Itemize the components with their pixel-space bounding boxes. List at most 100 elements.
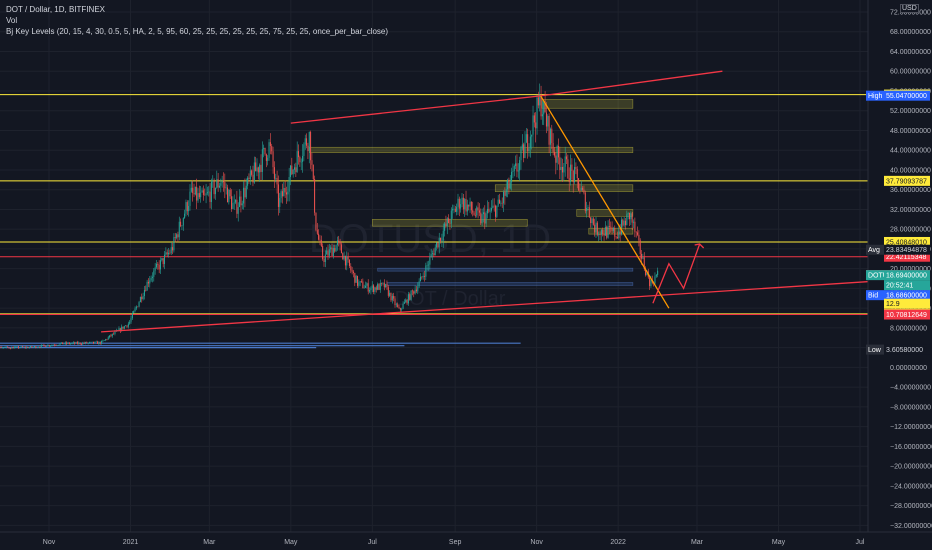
candle-body xyxy=(584,192,586,212)
candle-body xyxy=(490,207,492,211)
candle-body xyxy=(328,249,330,256)
candle-body xyxy=(623,220,625,226)
candle-body xyxy=(147,281,149,284)
candle-body xyxy=(121,326,123,332)
key-levels-indicator-label[interactable]: Bj Key Levels (20, 15, 4, 30, 0.5, 5, HA… xyxy=(6,27,389,36)
candle-body xyxy=(126,325,128,327)
candle-body xyxy=(334,248,336,252)
candle-body xyxy=(610,226,612,228)
candles xyxy=(0,83,659,350)
candle-body xyxy=(387,287,389,296)
price-tick-label: 52.00000000 xyxy=(890,108,931,115)
candle-body xyxy=(413,291,415,294)
candle-body xyxy=(579,190,581,191)
candle-body xyxy=(422,276,424,278)
candle-body xyxy=(277,184,279,207)
level-tag xyxy=(884,175,930,186)
candle-body xyxy=(458,198,460,209)
candle-body xyxy=(214,187,216,195)
candle-body xyxy=(164,254,166,264)
candle-body xyxy=(176,234,178,238)
volume-indicator-label[interactable]: Vol xyxy=(6,16,18,25)
candle-body xyxy=(55,345,57,346)
candle-body xyxy=(415,289,417,292)
candle-body xyxy=(86,342,88,344)
candle-body xyxy=(608,225,610,227)
candle-body xyxy=(536,97,538,129)
candle-body xyxy=(212,180,214,182)
candle-body xyxy=(430,254,432,258)
candle-body xyxy=(125,325,127,327)
price-tag-label: 20:52:41 xyxy=(886,283,913,290)
level-zone xyxy=(576,209,634,217)
candle-body xyxy=(231,196,233,210)
candle-body xyxy=(59,343,61,345)
candle-body xyxy=(622,219,624,226)
candle-body xyxy=(46,346,48,348)
candle-body xyxy=(247,177,249,186)
candle-body xyxy=(284,187,286,193)
candle-body xyxy=(197,193,199,201)
candle-body xyxy=(200,192,202,198)
price-tick-label: −24.00000000 xyxy=(890,483,932,490)
candle-body xyxy=(539,94,541,106)
candle-body xyxy=(591,218,593,223)
price-tick-label: 40.00000000 xyxy=(890,167,931,174)
candle-body xyxy=(50,345,52,347)
candle-body xyxy=(335,245,337,252)
price-tag-name: Bid xyxy=(868,293,878,300)
time-tick-label: 2022 xyxy=(610,539,626,546)
candle-body xyxy=(172,247,174,251)
candle-body xyxy=(401,308,403,310)
candle-body xyxy=(607,225,609,238)
candle-body xyxy=(618,231,620,238)
candle-body xyxy=(209,191,211,202)
candle-body xyxy=(655,274,657,277)
candle-body xyxy=(346,256,348,266)
candle-body xyxy=(129,321,131,324)
time-tick-label: Nov xyxy=(43,539,56,546)
currency-badge[interactable]: USD xyxy=(900,4,919,13)
candle-body xyxy=(0,346,2,349)
candle-body xyxy=(252,174,254,183)
candle-body xyxy=(598,234,600,236)
candle-body xyxy=(633,221,635,223)
candle-body xyxy=(381,282,383,284)
candle-body xyxy=(532,115,534,135)
candle-body xyxy=(370,288,372,291)
candle-body xyxy=(519,160,521,171)
candle-body xyxy=(118,328,120,331)
candle-body xyxy=(294,167,296,170)
candle-body xyxy=(4,347,6,348)
candle-body xyxy=(449,222,451,224)
candle-body xyxy=(307,145,309,152)
candle-body xyxy=(302,156,304,162)
candle-body xyxy=(394,298,396,306)
candle-body xyxy=(146,281,148,291)
candle-body xyxy=(314,178,316,213)
candle-body xyxy=(202,190,204,195)
candle-body xyxy=(361,281,363,282)
candle-body xyxy=(76,342,78,344)
candle-body xyxy=(251,170,253,175)
candle-body xyxy=(8,347,10,349)
candle-body xyxy=(531,134,533,137)
trendlines xyxy=(101,70,901,333)
candle-body xyxy=(192,187,194,193)
symbol-title[interactable]: DOT / Dollar, 1D, BITFINEX xyxy=(6,5,105,14)
candle-body xyxy=(241,203,243,206)
level-tag-label: 37.79093787 xyxy=(886,178,927,185)
candle-body xyxy=(399,308,401,310)
trendline xyxy=(540,95,670,309)
candle-body xyxy=(402,303,404,309)
price-level-tags: 55.2675729937.7909378725.4084801022.4211… xyxy=(866,89,930,355)
candle-body xyxy=(182,218,184,226)
candle-body xyxy=(7,346,9,348)
candle-body xyxy=(56,345,58,346)
candle-body xyxy=(445,223,447,227)
candle-body xyxy=(185,202,187,214)
candle-body xyxy=(419,276,421,282)
candle-body xyxy=(268,142,270,158)
candle-body xyxy=(318,233,320,240)
